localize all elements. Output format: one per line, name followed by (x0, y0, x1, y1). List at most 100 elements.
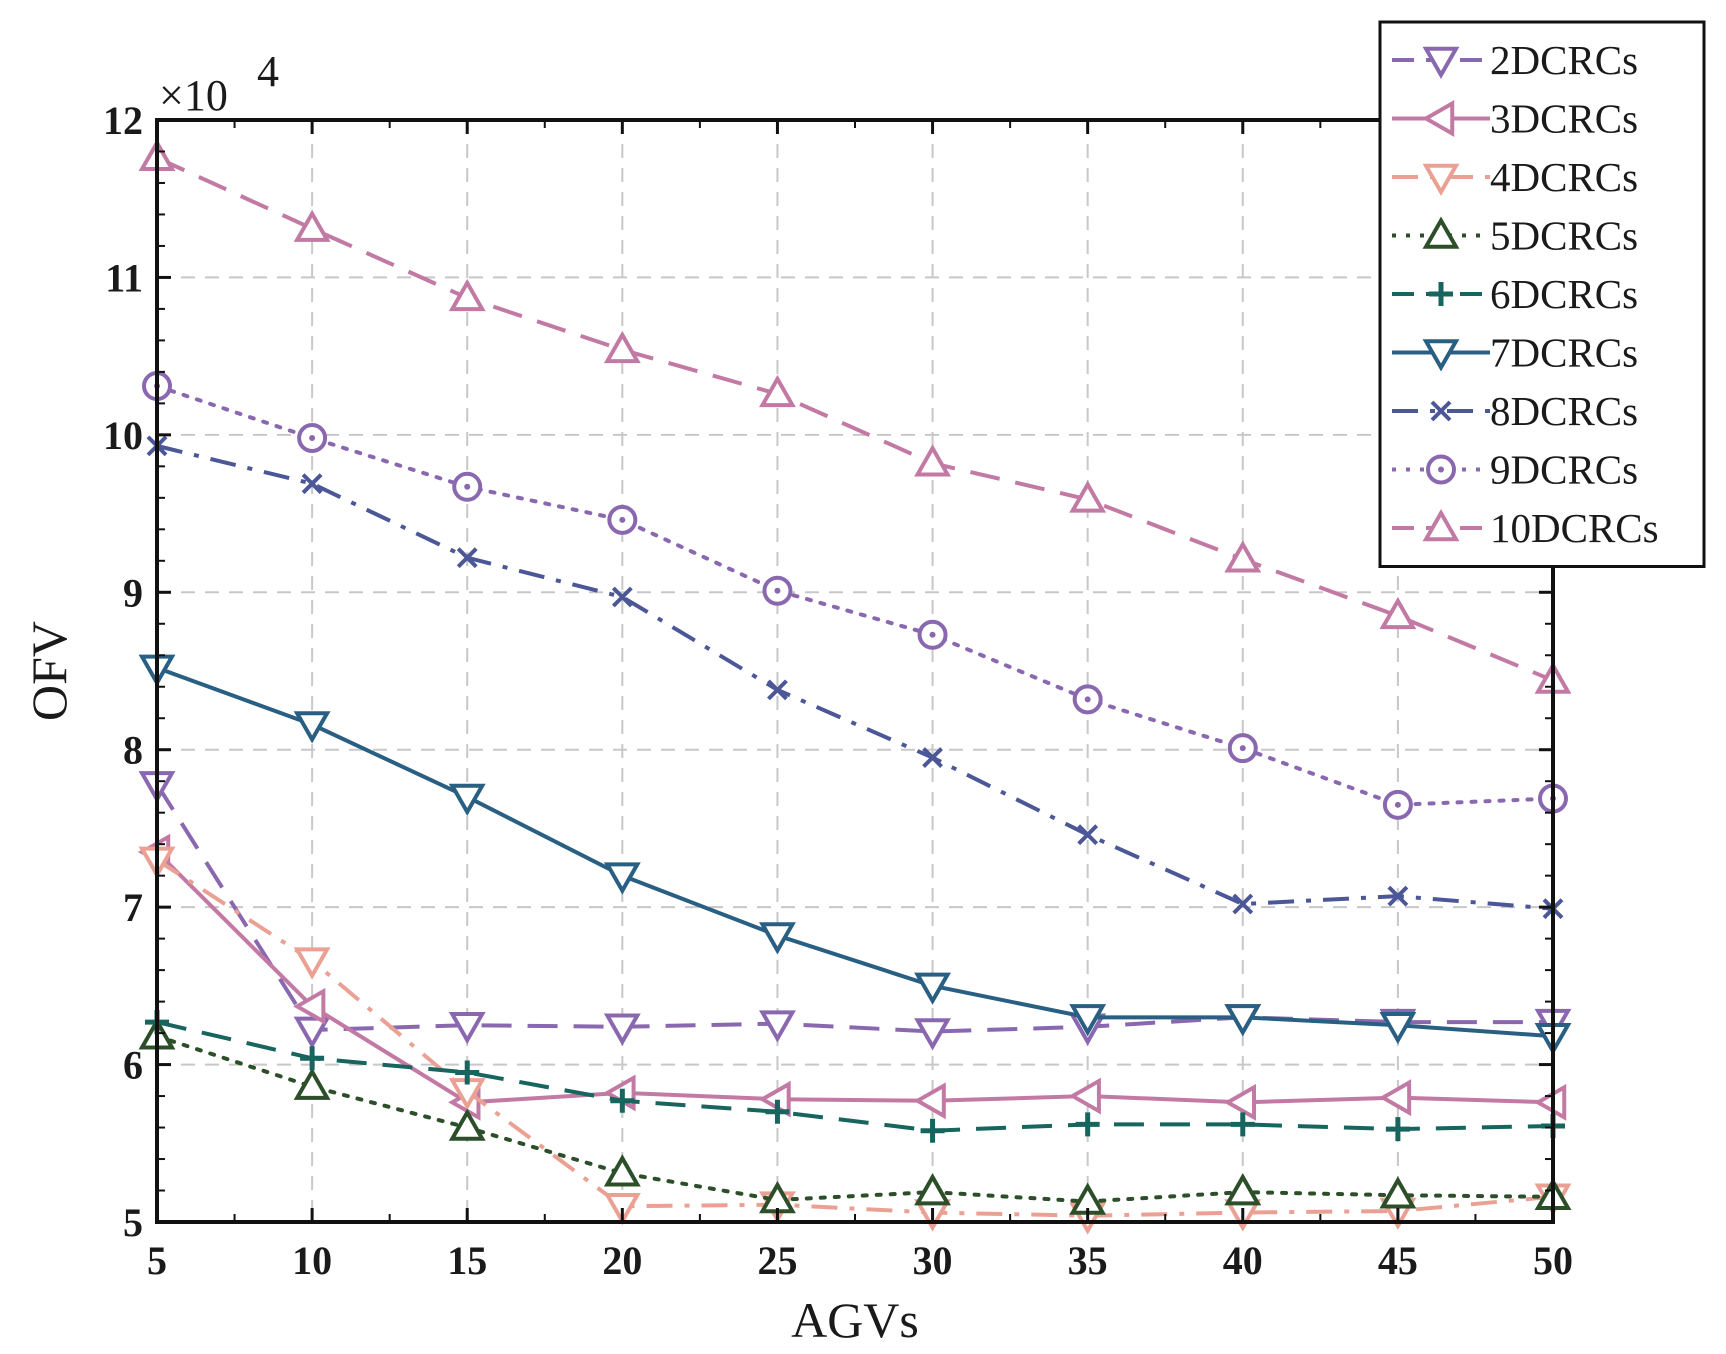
data-point-8dcrcs (1232, 893, 1254, 915)
data-point-2dcrcs (758, 1010, 796, 1043)
legend: 2DCRCs 3DCRCs 4DCRCs 5DCRCs 6DCRCs 7DCRCs 8DCR… (1378, 20, 1706, 568)
data-point-10dcrcs (1379, 596, 1417, 630)
data-point-9dcrcs-center (1394, 801, 1401, 808)
legend-item-5dcrcs: 5DCRCs (1392, 213, 1638, 259)
series-line-4dcrcs (155, 858, 1554, 1218)
data-point-9dcrcs-center (774, 587, 781, 594)
series-9dcrcs (142, 371, 1568, 820)
y-tick-label: 10 (103, 413, 143, 458)
x-axis-title: AGVs (791, 1292, 919, 1348)
series-line-3dcrcs (155, 850, 1554, 1105)
data-point-5dcrcs (293, 1067, 331, 1100)
series-line-10dcrcs (156, 155, 1554, 683)
series-7dcrcs (138, 654, 1572, 1056)
data-point-2dcrcs (914, 1018, 952, 1051)
x-tick-label: 50 (1533, 1238, 1573, 1283)
y-tick-label: 8 (123, 728, 143, 773)
data-point-7dcrcs (1379, 1011, 1417, 1045)
series-line-5dcrcs (155, 1034, 1555, 1204)
data-point-3dcrcs (293, 987, 326, 1025)
x-tick-label: 10 (292, 1238, 332, 1283)
legend-item-7dcrcs: 7DCRCs (1392, 330, 1638, 376)
data-point-7dcrcs (758, 922, 796, 955)
plot-frame (155, 118, 1555, 1224)
data-point-9dcrcs-center (464, 483, 471, 490)
data-point-10dcrcs (1224, 540, 1262, 573)
x-tick-label: 25 (757, 1238, 797, 1283)
series-8dcrcs (146, 435, 1564, 920)
legend-marker-6dcrcs (1429, 282, 1453, 306)
data-point-7dcrcs (1224, 1004, 1262, 1037)
legend-label-10dcrcs: 10DCRCs (1490, 505, 1659, 551)
data-point-10dcrcs (603, 330, 641, 364)
data-point-9dcrcs-center (309, 435, 316, 442)
series-2dcrcs (138, 771, 1572, 1051)
ticks: 5 10 15 20 25 30 35 40 45 50 5 6 7 8 9 10 11 12 (103, 98, 1573, 1283)
data-point-10dcrcs (293, 209, 331, 242)
y-tick-label: 7 (123, 885, 143, 930)
x-tick-label: 5 (147, 1238, 167, 1283)
data-point-9dcrcs-center (1084, 696, 1091, 703)
data-point-7dcrcs (1069, 1004, 1107, 1037)
y-axis-title: OFV (21, 621, 77, 721)
series-10dcrcs (138, 138, 1572, 694)
legend-marker-5dcrcs (1422, 216, 1460, 249)
series-line-6dcrcs (156, 1020, 1554, 1133)
y-tick-label: 12 (103, 98, 143, 143)
data-point-10dcrcs (1069, 480, 1107, 513)
data-point-10dcrcs (914, 444, 952, 477)
data-point-8dcrcs (301, 473, 323, 495)
data-point-6dcrcs (920, 1118, 945, 1143)
x-tick-label: 15 (447, 1238, 487, 1283)
data-point-6dcrcs (610, 1088, 635, 1113)
data-point-9dcrcs-center (929, 631, 936, 638)
multiplier-base: ×10 (159, 71, 228, 120)
series-line-8dcrcs (156, 443, 1554, 911)
data-point-5dcrcs (1379, 1176, 1417, 1209)
series-line-7dcrcs (156, 665, 1554, 1039)
legend-marker-4dcrcs (1422, 163, 1460, 197)
x-tick-label: 45 (1378, 1238, 1418, 1283)
data-point-6dcrcs (1385, 1117, 1410, 1142)
x-tick-label: 35 (1068, 1238, 1108, 1283)
data-point-5dcrcs (603, 1154, 641, 1187)
data-point-5dcrcs (448, 1108, 486, 1141)
legend-marker-9dcrcs-center (1438, 466, 1444, 473)
data-point-9dcrcs-center (1239, 745, 1246, 752)
data-point-5dcrcs (1224, 1173, 1262, 1206)
legend-item-6dcrcs: 6DCRCs (1392, 271, 1638, 317)
y-tick-label: 11 (105, 255, 143, 300)
data-point-6dcrcs (765, 1099, 790, 1124)
data-point-5dcrcs (914, 1173, 952, 1206)
legend-item-3dcrcs: 3DCRCs (1392, 96, 1638, 142)
data-point-8dcrcs (1077, 824, 1099, 846)
legend-marker-10dcrcs (1422, 508, 1460, 542)
legend-marker-8dcrcs (1430, 400, 1452, 422)
data-point-8dcrcs (456, 547, 478, 569)
series-4dcrcs (138, 846, 1572, 1235)
legend-marker-2dcrcs (1422, 46, 1460, 80)
y-tick-label: 9 (123, 570, 143, 615)
y-tick-label: 5 (123, 1200, 143, 1245)
data-point-8dcrcs (1387, 885, 1409, 907)
data-point-6dcrcs (300, 1046, 325, 1071)
legend-label-8dcrcs: 8DCRCs (1490, 388, 1638, 434)
data-point-10dcrcs (448, 278, 486, 312)
legend-label-9dcrcs: 9DCRCs (1490, 447, 1638, 493)
data-point-2dcrcs (293, 1016, 331, 1049)
data-point-4dcrcs (293, 947, 331, 980)
data-point-9dcrcs-center (619, 516, 626, 523)
legend-label-2dcrcs: 2DCRCs (1490, 37, 1638, 83)
data-point-2dcrcs (448, 1011, 486, 1045)
data-point-3dcrcs (913, 1082, 946, 1120)
data-point-8dcrcs (922, 747, 943, 769)
legend-label-5dcrcs: 5DCRCs (1490, 213, 1638, 259)
legend-item-8dcrcs: 8DCRCs (1392, 388, 1638, 434)
data-point-6dcrcs (1230, 1112, 1255, 1137)
legend-label-3dcrcs: 3DCRCs (1490, 96, 1638, 142)
legend-label-6dcrcs: 6DCRCs (1490, 271, 1638, 317)
data-point-8dcrcs (611, 586, 633, 608)
data-point-7dcrcs (293, 711, 331, 744)
x-tick-label: 30 (913, 1238, 953, 1283)
legend-item-10dcrcs: 10DCRCs (1392, 505, 1659, 551)
